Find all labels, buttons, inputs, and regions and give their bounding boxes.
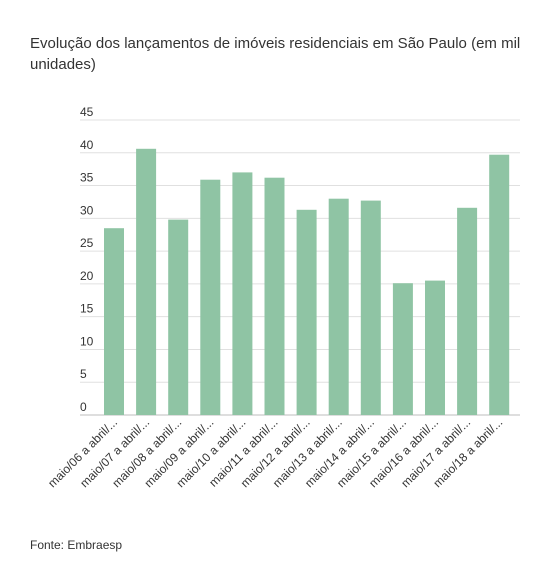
- bar: [457, 207, 478, 415]
- y-tick-label: 35: [80, 171, 94, 185]
- x-axis-ticks: maio/06 a abril/...maio/07 a abril/...ma…: [45, 415, 505, 490]
- y-tick-label: 40: [80, 138, 94, 152]
- bar: [136, 148, 157, 416]
- y-tick-label: 20: [80, 269, 94, 283]
- bar: [489, 154, 510, 415]
- bar: [392, 283, 413, 415]
- bars: [104, 148, 510, 416]
- bar: [328, 198, 349, 415]
- bar: [296, 209, 317, 415]
- bar: [425, 280, 445, 415]
- y-tick-label: 10: [80, 334, 94, 348]
- y-tick-label: 15: [80, 302, 94, 316]
- source-note: Fonte: Embraesp: [30, 538, 123, 552]
- bar: [360, 200, 381, 415]
- bar: [232, 172, 253, 415]
- y-tick-label: 45: [80, 105, 94, 119]
- bar: [104, 228, 124, 415]
- y-tick-label: 0: [80, 400, 87, 414]
- y-tick-label: 30: [80, 203, 94, 217]
- chart-title: Evolução dos lançamentos de imóveis resi…: [30, 35, 521, 73]
- bar: [200, 179, 221, 415]
- y-axis-ticks: 0 5 10 15 20 25 30 35 40 45: [80, 105, 94, 414]
- bar: [168, 219, 189, 415]
- y-tick-label: 5: [80, 367, 87, 381]
- y-tick-label: 25: [80, 236, 94, 250]
- bar: [264, 177, 285, 415]
